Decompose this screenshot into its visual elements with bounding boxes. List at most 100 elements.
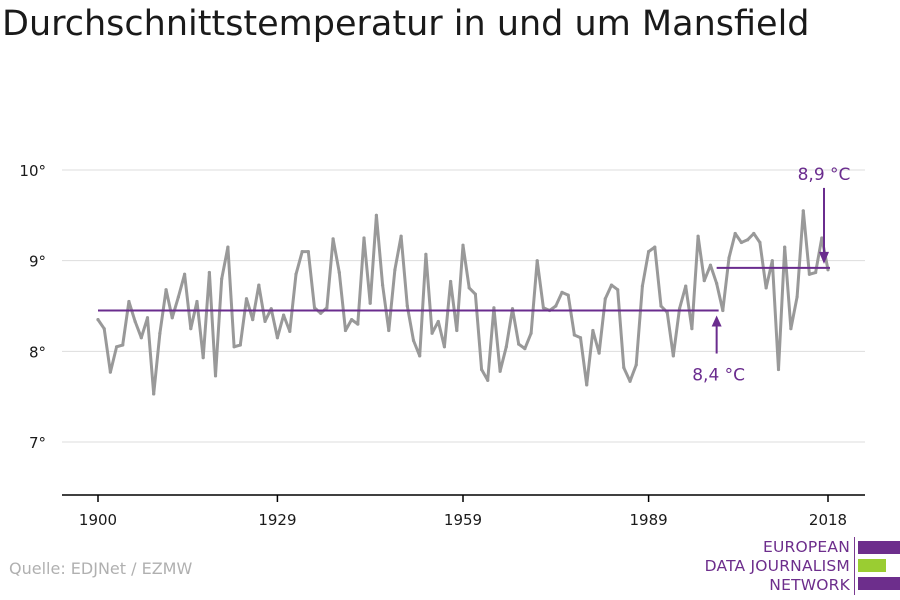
x-tick-label-1900: 1900: [79, 511, 117, 529]
data-point-1907: [139, 336, 143, 340]
data-point-2000: [715, 281, 719, 285]
data-point-1905: [127, 299, 131, 304]
data-point-1947: [387, 328, 391, 333]
data-point-1955: [436, 319, 440, 324]
data-point-1966: [504, 345, 508, 349]
y-tick-label-7: 7°: [29, 434, 46, 452]
data-point-2005: [745, 238, 750, 242]
annotation-label-2000: 8,4 °C: [692, 366, 745, 386]
data-point-2004: [739, 240, 743, 245]
data-point-1922: [232, 345, 236, 349]
data-point-1943: [362, 236, 366, 240]
logo-line-network: NETWORK: [769, 576, 850, 594]
data-point-1914: [183, 272, 187, 276]
data-point-1983: [609, 283, 614, 287]
data-point-1959: [461, 243, 465, 247]
data-point-1909: [152, 392, 156, 396]
data-point-1928: [269, 307, 273, 311]
data-point-1980: [591, 328, 595, 333]
data-point-1977: [572, 333, 576, 337]
data-point-1923: [238, 343, 242, 347]
data-point-1953: [424, 252, 428, 256]
data-point-1965: [498, 369, 502, 373]
x-tick-label-1929: 1929: [258, 511, 296, 529]
logo-line-data-journalism: DATA JOURNALISM: [704, 557, 850, 575]
data-point-1974: [554, 304, 558, 308]
data-point-1946: [380, 283, 385, 287]
data-point-1924: [244, 297, 249, 301]
data-point-2016: [814, 270, 818, 275]
data-point-1926: [257, 283, 261, 287]
data-point-1938: [331, 237, 335, 241]
data-point-1915: [189, 327, 193, 331]
data-point-1981: [597, 351, 601, 355]
data-point-1951: [411, 338, 416, 343]
data-point-1976: [566, 293, 570, 297]
data-point-1971: [535, 259, 539, 263]
annotation-arrowhead-2000: [711, 315, 722, 327]
data-point-1988: [640, 284, 645, 288]
data-point-2017: [820, 236, 824, 240]
data-point-1927: [263, 319, 267, 324]
data-point-1911: [164, 288, 168, 292]
data-point-1957: [449, 279, 453, 284]
gridlines: [62, 169, 865, 443]
data-point-2011: [783, 245, 787, 249]
data-point-1982: [603, 297, 607, 301]
data-point-1920: [220, 277, 224, 281]
chart-title: Durchschnittstemperatur in und um Mansfi…: [2, 4, 810, 44]
x-axis: 1900 1929 1959 1989 2018: [79, 495, 847, 529]
x-tick-label-2018: 2018: [809, 511, 847, 529]
data-point-1912: [170, 316, 174, 320]
x-tick-label-1989: 1989: [629, 511, 667, 529]
data-point-1937: [325, 306, 329, 310]
data-point-2006: [752, 231, 756, 236]
data-point-1910: [158, 331, 162, 335]
data-point-1913: [176, 295, 181, 299]
annotation-label-2018: 8,9 °C: [798, 165, 851, 185]
data-point-1991: [659, 304, 663, 308]
y-axis-tick-labels: 7° 8° 9° 10°: [19, 162, 46, 452]
temperature-points: [96, 209, 830, 396]
annotation-arrowhead-2018: [819, 251, 829, 264]
data-point-1958: [455, 328, 459, 333]
logo-bar-green: [858, 559, 886, 572]
data-point-1916: [195, 299, 199, 304]
data-point-1921: [226, 245, 230, 249]
data-point-1901: [102, 327, 106, 331]
data-point-1984: [616, 288, 620, 292]
data-point-2018: [826, 268, 830, 272]
data-point-1975: [560, 290, 564, 294]
source-note: Quelle: EDJNet / EZMW: [9, 559, 193, 578]
data-point-1969: [523, 347, 527, 351]
data-point-2010: [776, 367, 781, 372]
x-tick-label-1959: 1959: [444, 511, 482, 529]
data-point-1985: [622, 366, 626, 370]
logo-divider: [854, 537, 855, 595]
data-point-1996: [690, 327, 694, 331]
data-point-2001: [721, 308, 725, 313]
data-point-2003: [733, 231, 737, 236]
reference-lines: 8,4 °C 8,9 °C: [98, 165, 850, 386]
data-point-1997: [696, 234, 700, 238]
data-point-1904: [121, 343, 125, 347]
data-point-1950: [405, 304, 409, 308]
data-point-1942: [356, 322, 360, 326]
data-point-1933: [300, 250, 304, 254]
edjnet-logo: EUROPEAN DATA JOURNALISM NETWORK: [700, 535, 900, 597]
data-point-1930: [281, 313, 286, 317]
data-point-1961: [473, 292, 477, 296]
data-point-1962: [479, 367, 484, 372]
data-point-1944: [368, 301, 372, 305]
data-point-1970: [529, 331, 533, 335]
data-point-1935: [312, 306, 317, 310]
data-point-2013: [795, 295, 799, 299]
data-point-1908: [145, 316, 150, 320]
data-point-1960: [467, 286, 471, 290]
data-point-1902: [108, 370, 112, 374]
data-point-1954: [430, 331, 434, 335]
data-point-1932: [294, 272, 298, 276]
data-point-1998: [702, 279, 706, 283]
data-point-1990: [653, 245, 657, 249]
logo-bar-purple-bottom: [858, 577, 900, 590]
